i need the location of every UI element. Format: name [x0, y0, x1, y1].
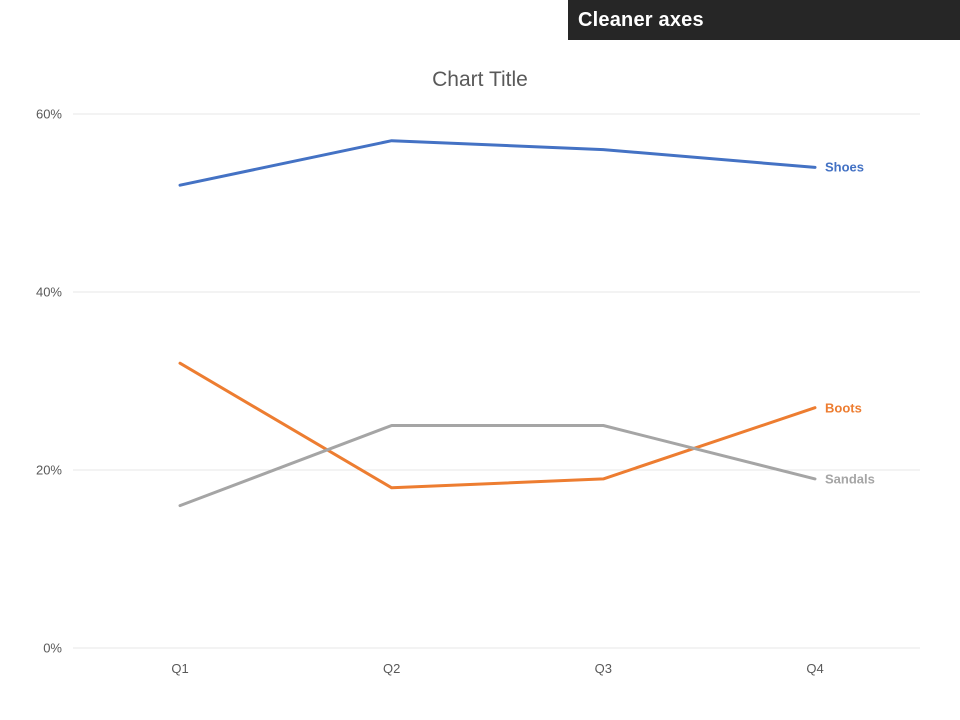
x-axis-tick-label: Q3 [594, 661, 612, 676]
series-label-shoes: Shoes [825, 159, 865, 175]
series-line-shoes [178, 139, 817, 187]
banner-title: Cleaner axes [578, 8, 704, 31]
y-axis-tick-label: 20% [35, 462, 62, 478]
x-axis-tick-label: Q1 [171, 661, 189, 676]
header-banner: Cleaner axes [568, 0, 960, 40]
series-line-boots [178, 361, 817, 490]
x-axis-tick-label: Q4 [806, 661, 824, 676]
series-label-sandals: Sandals [825, 471, 875, 487]
series-label-boots: Boots [825, 400, 862, 416]
y-axis-tick-label: 40% [35, 284, 62, 300]
y-axis-tick-label: 60% [35, 106, 62, 122]
series-line-sandals [178, 424, 817, 508]
x-axis-tick-label: Q2 [382, 661, 401, 676]
chart-title: Chart Title [432, 68, 528, 91]
y-axis-tick-label: 0% [43, 640, 62, 656]
